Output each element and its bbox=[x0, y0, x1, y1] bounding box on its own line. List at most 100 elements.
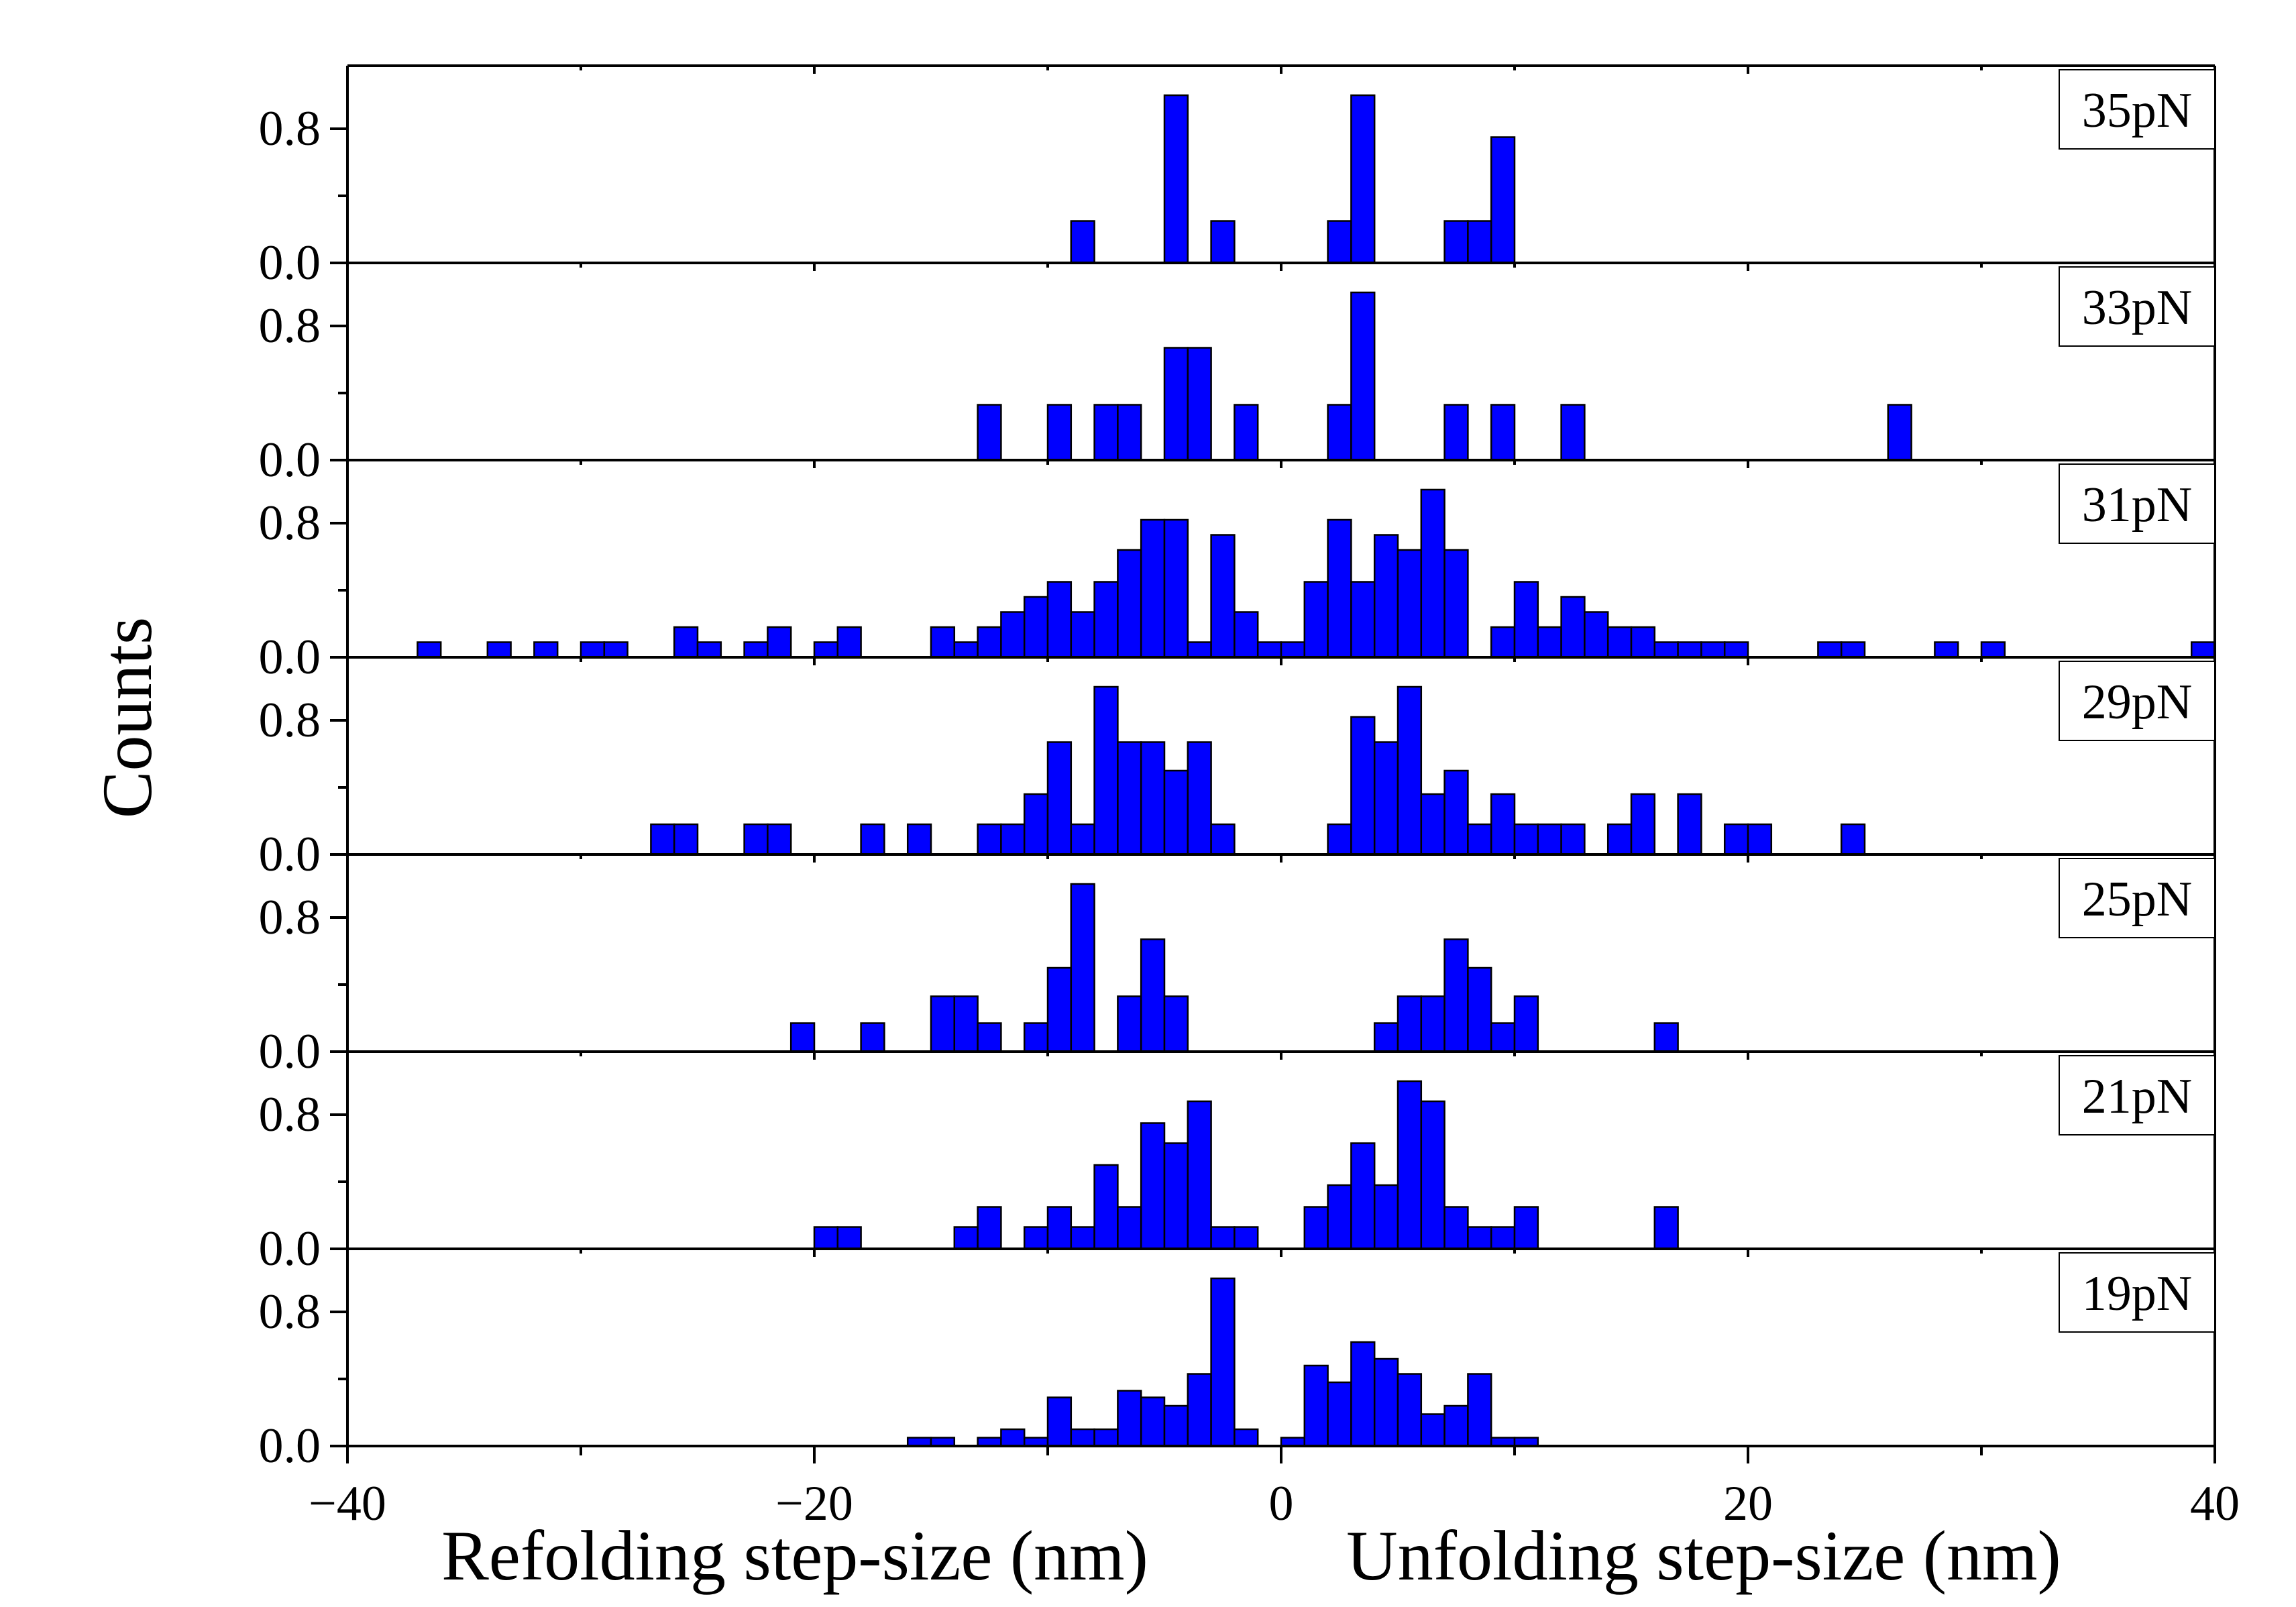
histogram-bar bbox=[1397, 995, 1423, 1053]
histogram-bar bbox=[1443, 1206, 1469, 1250]
histogram-bar bbox=[1046, 581, 1073, 659]
histogram-bar bbox=[1327, 823, 1352, 856]
histogram-bar bbox=[1980, 641, 2006, 659]
histogram-bar bbox=[1163, 995, 1189, 1053]
histogram-bar bbox=[953, 641, 979, 659]
y-tick-label: 0.8 bbox=[259, 1087, 321, 1142]
histogram-bar bbox=[1350, 291, 1376, 461]
x-axis: −40 −20 0 20 40 bbox=[309, 1445, 2240, 1531]
histogram-bar bbox=[1187, 641, 1212, 659]
histogram-bar bbox=[1117, 741, 1142, 856]
histogram-bar bbox=[1373, 534, 1399, 659]
histogram-bar bbox=[1210, 220, 1236, 264]
histogram-bar bbox=[1420, 995, 1445, 1053]
histogram-bar bbox=[1467, 966, 1492, 1053]
histogram-bar bbox=[860, 823, 885, 856]
histogram-bar bbox=[1140, 938, 1166, 1053]
histogram-bar bbox=[1420, 1100, 1445, 1250]
histogram-bar bbox=[1140, 518, 1166, 659]
histogram-bar bbox=[1303, 1206, 1329, 1250]
histogram-bar bbox=[1070, 823, 1095, 856]
histogram-bar bbox=[1093, 685, 1119, 856]
histogram-bar bbox=[1350, 581, 1376, 659]
histogram-bar bbox=[1327, 1381, 1352, 1447]
histogram-bar bbox=[1513, 581, 1539, 659]
panel-29pN: 0.0 0.8 29pN bbox=[259, 656, 2216, 882]
histogram-bar bbox=[1840, 823, 1866, 856]
histogram-bar bbox=[1117, 1390, 1142, 1447]
histogram-bar bbox=[1467, 823, 1492, 856]
panel-force-label: 33pN bbox=[2082, 280, 2192, 335]
histogram-bar bbox=[1234, 611, 1259, 659]
histogram-bar bbox=[953, 995, 979, 1053]
histogram-bar bbox=[1070, 883, 1095, 1053]
histogram-bar bbox=[1397, 1373, 1423, 1447]
x-tick-label: −20 bbox=[775, 1476, 853, 1531]
histogram-bar bbox=[1187, 1373, 1212, 1447]
histogram-bar bbox=[1490, 1022, 1516, 1053]
panel-label-box bbox=[2059, 1252, 2216, 1333]
y-tick-label: 0.8 bbox=[259, 101, 321, 156]
histogram-bar bbox=[1443, 404, 1469, 461]
histogram-bar bbox=[696, 641, 722, 659]
histogram-bar bbox=[1070, 220, 1095, 264]
histogram-bar bbox=[1420, 793, 1445, 856]
histogram-bar bbox=[1373, 1184, 1399, 1250]
histogram-bar bbox=[1187, 347, 1212, 461]
histogram-bar bbox=[1046, 1396, 1073, 1447]
y-axis-title: Counts bbox=[88, 617, 166, 818]
histogram-bar bbox=[836, 1226, 862, 1250]
histogram-bar bbox=[1560, 404, 1586, 461]
histogram-bar bbox=[1606, 823, 1633, 856]
panel-force-label: 31pN bbox=[2082, 478, 2192, 533]
histogram-bar bbox=[1000, 1428, 1026, 1447]
histogram-bar bbox=[906, 823, 932, 856]
histogram-bar bbox=[1747, 823, 1773, 856]
panels-layer: 0.0 0.8 35pN 0.0 0.8 33pN 0.0 0.8 31pN 0.0 0.8 29pN… bbox=[259, 64, 2216, 1474]
histogram-bar bbox=[1373, 1357, 1399, 1447]
y-tick-label: 0.0 bbox=[259, 235, 321, 290]
panel-label-box bbox=[2059, 266, 2216, 347]
histogram-bar bbox=[1653, 641, 1679, 659]
histogram-bar bbox=[1350, 716, 1376, 856]
histogram-bar bbox=[813, 641, 839, 659]
x-axis-title-refolding: Refolding step-size (nm) bbox=[441, 1516, 1148, 1595]
panel-force-label: 29pN bbox=[2082, 675, 2192, 730]
histogram-bar bbox=[2190, 641, 2216, 659]
panel-label-box bbox=[2059, 661, 2216, 741]
histogram-bar bbox=[1420, 1413, 1445, 1447]
histogram-bar bbox=[1817, 641, 1843, 659]
histogram-bar bbox=[1327, 518, 1352, 659]
histogram-bar bbox=[1256, 641, 1282, 659]
histogram-bar bbox=[1584, 611, 1609, 659]
histogram-bar bbox=[1537, 823, 1562, 856]
histogram-bar bbox=[977, 404, 1002, 461]
histogram-bar bbox=[1397, 685, 1423, 856]
histogram-bar bbox=[1443, 938, 1469, 1053]
panel-35pN: 0.0 0.8 35pN bbox=[259, 64, 2216, 290]
histogram-bar bbox=[1397, 1080, 1423, 1250]
histogram-bar bbox=[1490, 626, 1516, 659]
histogram-bar bbox=[1350, 1341, 1376, 1447]
panel-label-box bbox=[2059, 1055, 2216, 1135]
x-tick-label: 20 bbox=[1723, 1476, 1773, 1531]
panel-label-box bbox=[2059, 69, 2216, 150]
y-tick-label: 0.8 bbox=[259, 693, 321, 748]
histogram-bar bbox=[1280, 641, 1306, 659]
histogram-bar bbox=[1023, 1022, 1049, 1053]
histogram-bar bbox=[1490, 136, 1516, 264]
histogram-bar bbox=[1046, 404, 1073, 461]
histogram-bar bbox=[1677, 641, 1702, 659]
histogram-bar bbox=[1327, 404, 1352, 461]
histogram-bar bbox=[953, 1226, 979, 1250]
histogram-bar bbox=[1443, 769, 1469, 856]
histogram-bar bbox=[1000, 823, 1026, 856]
histogram-bar bbox=[1443, 1404, 1469, 1447]
histogram-bar bbox=[603, 641, 628, 659]
histogram-bar bbox=[860, 1022, 885, 1053]
histogram-bar bbox=[1327, 220, 1352, 264]
histogram-bar bbox=[1093, 1164, 1119, 1250]
histogram-bar bbox=[1606, 626, 1633, 659]
histogram-bar bbox=[1140, 1396, 1166, 1447]
